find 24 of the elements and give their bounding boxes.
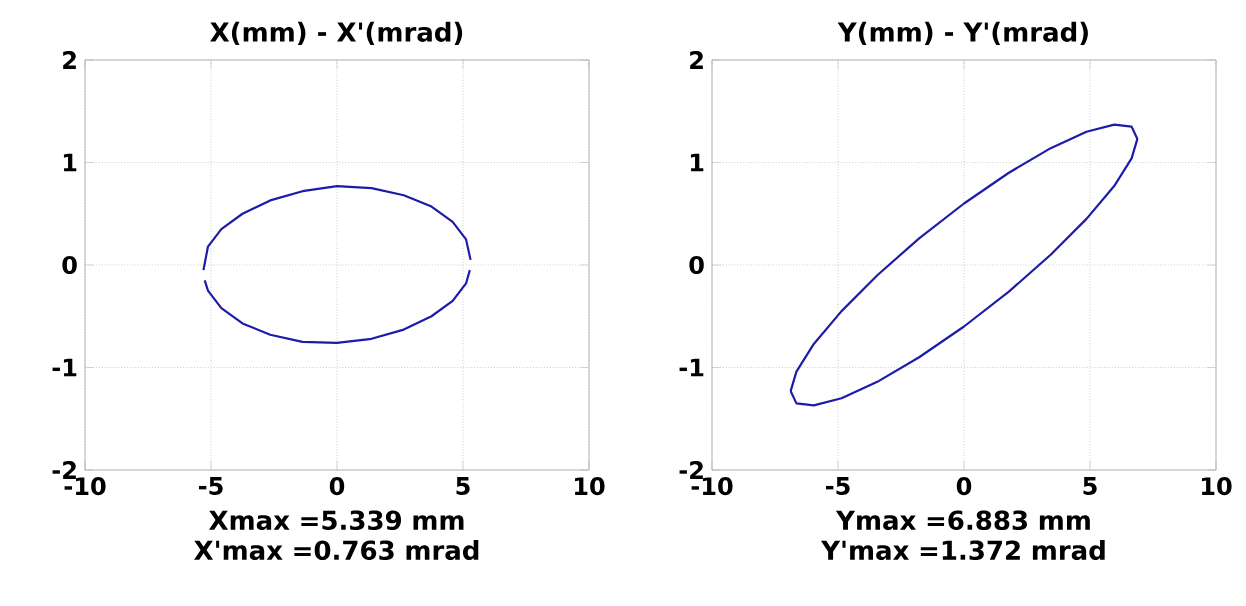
x-tick-label: 5	[1083, 477, 1097, 495]
y-tick-label: -1	[679, 358, 704, 377]
x-tick-label: 0	[956, 477, 972, 496]
x-tick-label: 5	[456, 477, 470, 495]
chart-title: Y(mm) - Y'(mrad)	[837, 21, 1088, 45]
x-tick-label: -5	[198, 477, 223, 495]
y-tick-label: 0	[689, 255, 704, 275]
text: Ymax =6.883 mm Y'max =1.372 mrad	[820, 510, 1105, 561]
text: Xmax =5.339 mm X'max =0.763 mrad	[194, 510, 479, 561]
y-tick-label: 2	[63, 51, 76, 69]
y-tick-label: 0	[62, 255, 77, 275]
x-tick-label: -5	[825, 477, 850, 495]
x-tick-label: 10	[1202, 477, 1232, 496]
x-tick-label: -10	[64, 477, 106, 496]
y-tick-label: -1	[52, 358, 77, 377]
chart-title: X(mm) - X'(mrad)	[210, 21, 463, 45]
x-tick-label: 10	[575, 477, 605, 496]
y-tick-label: 1	[690, 153, 704, 172]
y-tick-label: 1	[63, 153, 77, 172]
x-tick-label: 0	[329, 477, 345, 496]
y-tick-label: 2	[690, 51, 703, 69]
y-tick-label: -2	[52, 461, 76, 479]
x-tick-label: -10	[691, 477, 733, 496]
y-tick-label: -2	[679, 461, 703, 479]
